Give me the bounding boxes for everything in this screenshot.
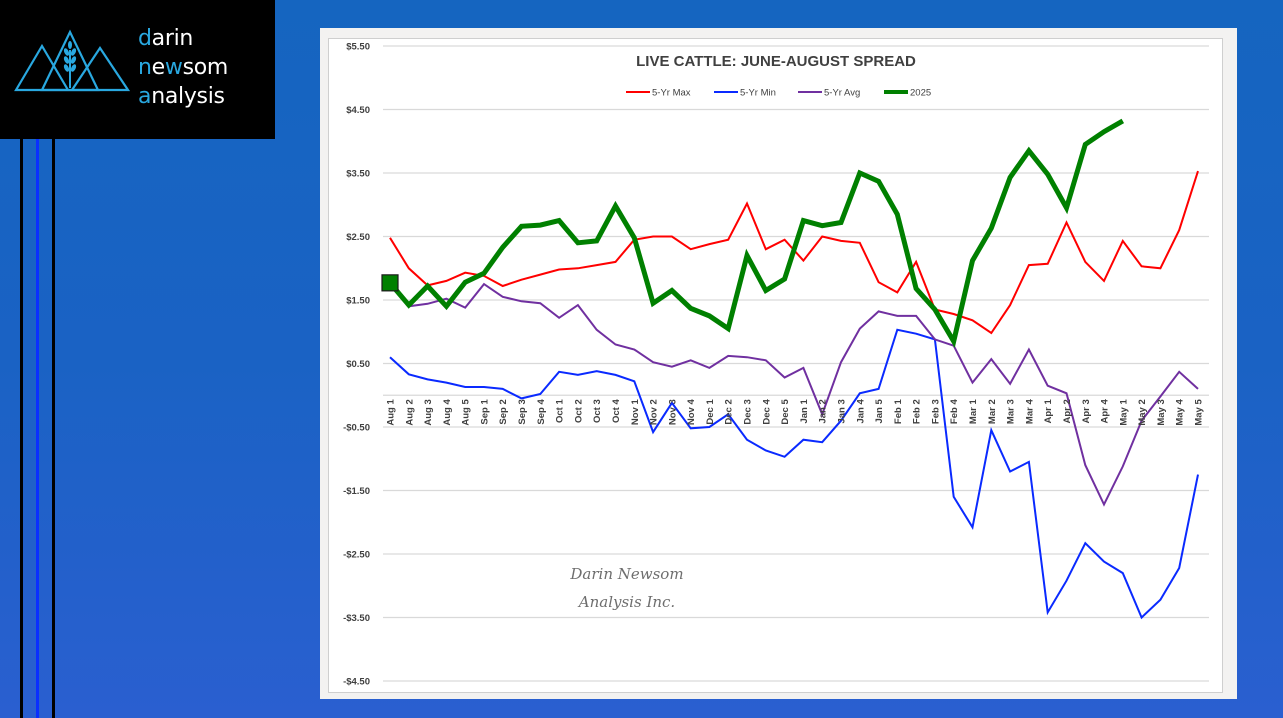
x-tick-label: Apr 4 [1100, 399, 1111, 424]
x-tick-label: Apr 3 [1081, 399, 1092, 423]
x-tick-label: Aug 1 [386, 399, 397, 426]
y-tick-label: $4.50 [346, 105, 370, 116]
y-tick-label: $1.50 [346, 296, 370, 307]
x-tick-label: May 4 [1175, 399, 1186, 426]
x-tick-label: Dec 3 [743, 399, 754, 424]
y-tick-label: -$1.50 [343, 486, 370, 497]
legend-label: 5-Yr Avg [824, 88, 860, 99]
x-tick-label: Apr 2 [1062, 399, 1073, 423]
x-tick-label: Oct 3 [592, 399, 603, 423]
legend-item: 5-Yr Max [626, 88, 691, 99]
x-tick-label: Feb 1 [893, 399, 904, 425]
x-tick-label: Nov 2 [649, 399, 660, 425]
series-line-5-yr-avg [389, 282, 1199, 507]
x-tick-label: Jan 4 [855, 399, 866, 424]
watermark-line-2: Analysis Inc. [577, 593, 675, 611]
x-tick-label: Nov 4 [686, 399, 697, 426]
legend-item: 5-Yr Avg [798, 88, 860, 99]
decorative-bar-blue [36, 139, 39, 718]
decorative-bar-black-right [52, 139, 55, 718]
x-tick-label: Dec 2 [724, 399, 735, 424]
legend-item: 2025 [884, 88, 931, 99]
watermark-line-1: Darin Newsom [569, 565, 683, 583]
x-tick-label: Aug 4 [442, 399, 453, 426]
x-tick-label: Oct 1 [555, 399, 566, 423]
x-tick-label: Sep 4 [536, 399, 547, 425]
gridlines [383, 45, 1209, 682]
x-tick-label: Jan 5 [874, 399, 885, 424]
y-tick-label: $2.50 [346, 232, 370, 243]
x-tick-label: May 5 [1194, 399, 1205, 426]
x-tick-label: Mar 2 [987, 399, 998, 424]
legend-item: 5-Yr Min [714, 88, 776, 99]
x-tick-label: May 1 [1118, 399, 1129, 426]
x-tick-label: Feb 2 [912, 399, 923, 424]
chart-legend: 5-Yr Max 5-Yr Min 5-Yr Avg 2025 [626, 88, 931, 99]
x-tick-label: Nov 1 [630, 399, 641, 426]
start-marker [381, 274, 399, 292]
x-tick-label: Dec 5 [780, 399, 791, 425]
y-tick-label: -$4.50 [343, 677, 370, 688]
legend-label: 5-Yr Min [740, 88, 776, 99]
x-tick-label: Aug 5 [461, 399, 472, 426]
brand-line-1: darin [138, 26, 194, 51]
spread-line-chart: $5.50 $4.50 $3.50 $2.50 $1.50 $0.50 -$0.50 -$1.… [343, 42, 1209, 688]
y-tick-label: -$2.50 [343, 550, 370, 561]
y-tick-label: -$0.50 [343, 423, 370, 434]
x-tick-label: May 3 [1156, 399, 1167, 425]
series-line-2025 [388, 118, 1125, 348]
x-tick-label: Jan 2 [818, 399, 829, 423]
x-tick-label: Apr 1 [1043, 399, 1054, 424]
chart-area: $5.50 $4.50 $3.50 $2.50 $1.50 $0.50 -$0.50 -$1.… [328, 38, 1223, 693]
brand-logo: darin newsom analysis [0, 0, 275, 139]
x-tick-label: Mar 3 [1006, 399, 1017, 424]
x-tick-label: Sep 3 [517, 399, 528, 424]
x-tick-label: Jan 1 [799, 399, 810, 424]
x-tick-label: Sep 2 [498, 399, 509, 424]
x-axis-ticks: Aug 1 Aug 2 Aug 3 Aug 4 Aug 5 Sep 1 Sep 2 Sep 3… [386, 399, 1205, 426]
brand-line-3: analysis [138, 84, 225, 109]
series-lines [381, 118, 1199, 620]
x-tick-label: Feb 3 [930, 399, 941, 424]
legend-label: 5-Yr Max [652, 88, 691, 99]
mountains-wheat-icon [14, 29, 131, 92]
x-tick-label: Dec 4 [761, 399, 772, 425]
x-tick-label: Oct 2 [573, 399, 584, 423]
series-line-5-yr-min [389, 328, 1199, 620]
x-tick-label: Dec 1 [705, 399, 716, 425]
x-tick-label: Sep 1 [479, 399, 490, 425]
decorative-bar-black-left [20, 139, 23, 718]
y-tick-label: -$3.50 [343, 613, 370, 624]
x-tick-label: Jan 3 [836, 399, 847, 423]
chart-title: LIVE CATTLE: JUNE-AUGUST SPREAD [636, 53, 916, 70]
legend-label: 2025 [910, 88, 931, 99]
x-tick-label: May 2 [1137, 399, 1148, 425]
x-tick-label: Mar 4 [1024, 399, 1035, 425]
y-tick-label: $0.50 [346, 359, 370, 370]
x-tick-label: Mar 1 [968, 399, 979, 425]
x-tick-label: Nov 3 [667, 399, 678, 425]
y-tick-label: $5.50 [346, 42, 370, 53]
x-tick-label: Aug 2 [404, 399, 415, 425]
chart-frame: $5.50 $4.50 $3.50 $2.50 $1.50 $0.50 -$0.50 -$1.… [320, 28, 1237, 699]
y-axis-ticks: $5.50 $4.50 $3.50 $2.50 $1.50 $0.50 -$0.50 -$1.… [343, 42, 370, 688]
x-tick-label: Aug 3 [423, 399, 434, 425]
x-tick-label: Oct 4 [611, 399, 622, 423]
brand-wordmark: darin newsom analysis [138, 24, 228, 111]
x-tick-label: Feb 4 [949, 399, 960, 425]
brand-line-2: newsom [138, 55, 229, 80]
y-tick-label: $3.50 [346, 169, 370, 180]
